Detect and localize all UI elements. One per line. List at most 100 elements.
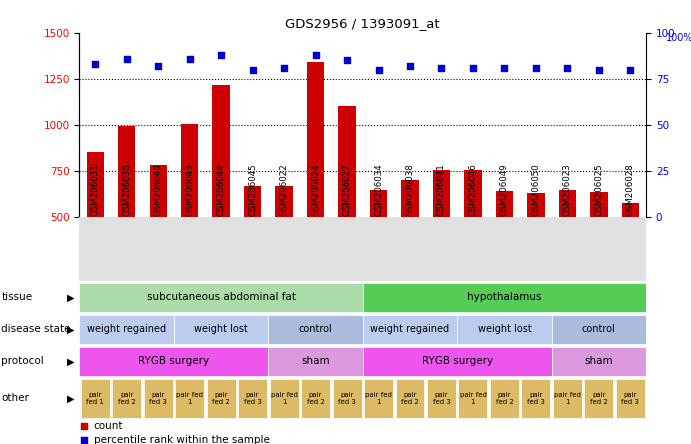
Text: RYGB surgery: RYGB surgery (138, 357, 209, 366)
Text: ▶: ▶ (68, 393, 75, 404)
Text: other: other (1, 393, 29, 404)
Point (436, 64, 447, 71)
Bar (144, 379, 173, 418)
Text: weight lost: weight lost (194, 325, 248, 334)
Bar (112, 379, 141, 418)
Point (90, 61, 101, 68)
Bar (622, 203, 639, 309)
Bar (458, 379, 487, 418)
Text: pair
fed 3: pair fed 3 (433, 392, 451, 405)
Bar (332, 379, 361, 418)
Bar (301, 379, 330, 418)
Point (594, 66, 605, 73)
Bar (457, 315, 551, 344)
Bar (175, 379, 204, 418)
Point (247, 66, 258, 73)
Text: pair fed
1: pair fed 1 (176, 392, 203, 405)
Bar (370, 190, 387, 309)
Text: pair fed
1: pair fed 1 (460, 392, 486, 405)
Bar (149, 165, 167, 309)
Text: count: count (94, 420, 123, 431)
Bar (276, 186, 293, 309)
Bar (174, 315, 268, 344)
Point (341, 57, 352, 64)
Point (310, 52, 321, 59)
Text: weight regained: weight regained (87, 325, 167, 334)
Text: pair
fed 2: pair fed 2 (212, 392, 230, 405)
Point (373, 66, 384, 73)
Text: pair
fed 3: pair fed 3 (149, 392, 167, 405)
Bar (363, 347, 551, 376)
Bar (244, 186, 261, 309)
Bar (118, 126, 135, 309)
Text: pair
fed 2: pair fed 2 (401, 392, 419, 405)
Text: ▶: ▶ (68, 325, 75, 334)
Bar (339, 106, 356, 309)
Bar (490, 379, 519, 418)
Text: subcutaneous abdominal fat: subcutaneous abdominal fat (146, 293, 296, 302)
Point (399, 395, 410, 402)
Text: control: control (582, 325, 616, 334)
Bar (181, 124, 198, 309)
Text: protocol: protocol (1, 357, 44, 366)
Bar (522, 379, 551, 418)
Text: control: control (299, 325, 332, 334)
Bar (553, 379, 582, 418)
Text: hypothalamus: hypothalamus (467, 293, 542, 302)
Title: GDS2956 / 1393091_at: GDS2956 / 1393091_at (285, 17, 440, 30)
Point (399, 262, 410, 269)
Bar (401, 180, 419, 309)
Text: pair
fed 3: pair fed 3 (621, 392, 639, 405)
Bar (207, 379, 236, 418)
Text: 100%: 100% (666, 33, 691, 43)
Bar (559, 190, 576, 309)
Text: weight lost: weight lost (477, 325, 531, 334)
Bar (527, 193, 545, 309)
Bar (364, 379, 393, 418)
Bar (238, 379, 267, 418)
Bar (79, 347, 268, 376)
Text: pair
fed 3: pair fed 3 (244, 392, 261, 405)
Bar (551, 347, 646, 376)
Bar (268, 347, 363, 376)
Point (625, 66, 636, 73)
Point (499, 64, 510, 71)
Point (184, 55, 195, 62)
Bar (268, 315, 363, 344)
Bar (307, 62, 324, 309)
Bar (212, 85, 230, 309)
Text: pair
fed 2: pair fed 2 (590, 392, 608, 405)
Point (121, 55, 132, 62)
Bar (616, 379, 645, 418)
Point (531, 64, 542, 71)
Text: pair fed
1: pair fed 1 (554, 392, 581, 405)
Text: pair
fed 3: pair fed 3 (338, 392, 356, 405)
Bar (363, 315, 457, 344)
Bar (590, 192, 607, 309)
Bar (269, 379, 299, 418)
Point (562, 64, 573, 71)
Point (404, 63, 415, 70)
Text: sham: sham (301, 357, 330, 366)
Text: pair fed
1: pair fed 1 (271, 392, 298, 405)
Bar (585, 379, 614, 418)
Text: ▶: ▶ (68, 293, 75, 302)
Bar (551, 315, 646, 344)
Text: pair
fed 2: pair fed 2 (495, 392, 513, 405)
Bar (363, 283, 646, 312)
Bar (495, 191, 513, 309)
Bar (81, 379, 110, 418)
Bar (79, 283, 363, 312)
Bar (427, 379, 456, 418)
Text: pair
fed 1: pair fed 1 (86, 392, 104, 405)
Bar (433, 170, 450, 309)
Text: tissue: tissue (1, 293, 32, 302)
Point (216, 52, 227, 59)
Point (467, 64, 478, 71)
Text: pair
fed 2: pair fed 2 (307, 392, 325, 405)
Bar (395, 379, 424, 418)
Text: sham: sham (585, 357, 613, 366)
Text: RYGB surgery: RYGB surgery (422, 357, 493, 366)
Point (278, 64, 290, 71)
Text: weight regained: weight regained (370, 325, 450, 334)
